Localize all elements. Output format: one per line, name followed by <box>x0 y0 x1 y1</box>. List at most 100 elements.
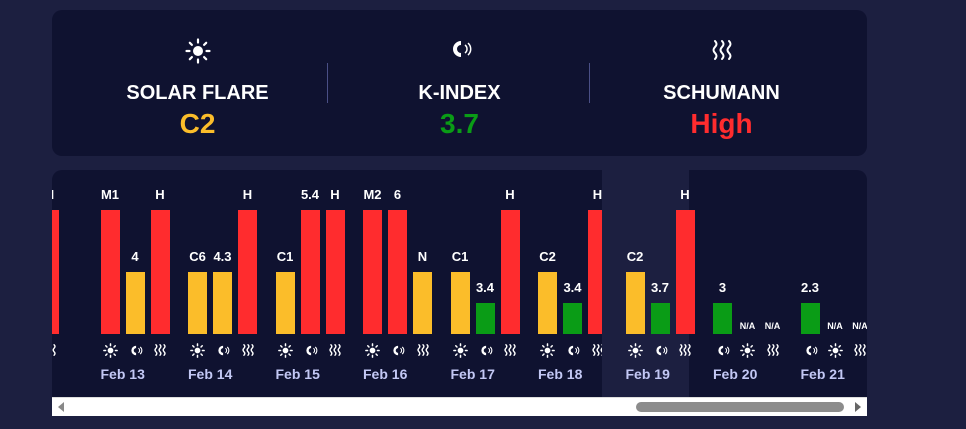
day-column: C1 3.4 H Feb 17 <box>427 170 520 397</box>
magnet-icon <box>301 343 320 357</box>
summary-divider <box>327 63 328 103</box>
bar-value-label: C1 <box>276 249 294 264</box>
bar-value-label: 4 <box>131 249 139 264</box>
summary-divider <box>589 63 590 103</box>
solar-flare-stat: SOLAR FLARE C2 <box>62 10 333 156</box>
waves-icon <box>151 343 170 357</box>
chart-bar[interactable] <box>563 303 582 334</box>
chart-bar[interactable] <box>325 210 345 334</box>
scroll-left-arrow-icon[interactable] <box>58 402 64 412</box>
summary-panel: SOLAR FLARE C2 K-INDEX 3.7 SCHUMANN <box>52 10 867 156</box>
chart-bar[interactable] <box>388 210 407 334</box>
bar-value-label: 2.3 <box>800 280 820 295</box>
chart-bar[interactable] <box>475 303 495 334</box>
magnet-icon <box>388 343 407 357</box>
chart-bar[interactable] <box>363 210 382 334</box>
bar-value-label: C1 <box>451 249 469 264</box>
day-column: M2 6 N Feb 16 <box>339 170 432 397</box>
day-date-label: Feb 16 <box>363 366 408 382</box>
sun-icon <box>276 342 295 358</box>
history-chart[interactable]: H M1 4 H Feb 13 C6 4.3 H Feb 14 C1 5.4 H Feb 15 M2 6 N F… <box>52 170 867 397</box>
day-date-label: Feb 20 <box>713 366 758 382</box>
waves-icon <box>501 343 520 357</box>
sun-icon <box>101 342 120 358</box>
chart-bar[interactable] <box>413 272 432 334</box>
bar-value-label: H <box>592 187 603 202</box>
k-index-label: K-INDEX <box>418 82 501 104</box>
chart-bar[interactable] <box>800 303 820 334</box>
day-column: 3 N/A N/A Feb 20 <box>689 170 780 397</box>
solar-flare-label: SOLAR FLARE <box>126 82 269 104</box>
bar-value-label: 6 <box>393 187 402 202</box>
waves-icon <box>586 38 857 62</box>
chart-bar[interactable] <box>625 272 645 334</box>
horizontal-scrollbar[interactable] <box>52 397 867 416</box>
bar-value-label: C2 <box>626 249 644 264</box>
day-column: C2 3.7 H Feb 19 <box>601 170 695 397</box>
sun-icon <box>626 342 645 358</box>
scroll-right-arrow-icon[interactable] <box>855 402 861 412</box>
schumann-value: High <box>690 108 753 139</box>
chart-bar[interactable] <box>213 272 232 334</box>
day-date-label: Feb 18 <box>538 366 583 382</box>
bar-value-label: 3 <box>718 280 727 295</box>
chart-bar[interactable] <box>150 210 170 334</box>
day-column: H <box>52 170 76 397</box>
sun-icon <box>62 38 333 64</box>
sun-icon <box>188 342 207 358</box>
magnet-icon <box>801 343 820 357</box>
sun-icon <box>363 342 382 358</box>
bar-value-label: H <box>505 187 515 202</box>
sun-icon <box>538 342 557 358</box>
day-column: M1 4 H Feb 13 <box>77 170 170 397</box>
chart-bar[interactable] <box>650 303 670 334</box>
bar-value-label: H <box>330 187 340 202</box>
sun-icon <box>826 342 845 358</box>
day-date-label: Feb 19 <box>625 366 670 382</box>
chart-bar[interactable] <box>500 210 520 334</box>
bar-value-label: H <box>155 187 165 202</box>
solar-flare-value: C2 <box>179 108 216 139</box>
magnet-icon <box>324 38 595 60</box>
bar-value-label: N/A <box>827 321 843 331</box>
bar-value-label: 3.4 <box>563 280 582 295</box>
bar-value-label: N/A <box>739 321 756 331</box>
day-column: 2.3 N/A N/A Feb 21 <box>777 170 867 397</box>
chart-bar[interactable] <box>125 272 145 334</box>
bar-value-label: N/A <box>764 321 781 331</box>
bar-value-label: N <box>417 249 428 264</box>
chart-bar[interactable] <box>450 272 470 334</box>
bar-value-label: N/A <box>852 321 867 331</box>
day-column: C2 3.4 H Feb 18 <box>514 170 607 397</box>
sun-icon <box>451 342 470 358</box>
chart-bar[interactable] <box>52 210 59 334</box>
magnet-icon <box>563 343 582 357</box>
magnet-icon <box>713 343 732 357</box>
waves-icon <box>52 343 59 357</box>
chart-bar[interactable] <box>675 210 695 334</box>
bar-value-label: 4.3 <box>213 249 232 264</box>
chart-bar[interactable] <box>238 210 257 334</box>
magnet-icon <box>213 343 232 357</box>
magnet-icon <box>651 343 670 357</box>
k-index-stat: K-INDEX 3.7 <box>324 10 595 156</box>
chart-bar[interactable] <box>538 272 557 334</box>
day-date-label: Feb 13 <box>100 366 145 382</box>
waves-icon <box>238 343 257 357</box>
day-column: C1 5.4 H Feb 15 <box>252 170 345 397</box>
chart-bar[interactable] <box>188 272 207 334</box>
day-date-label: Feb 14 <box>188 366 233 382</box>
chart-bar[interactable] <box>300 210 320 334</box>
schumann-stat: SCHUMANN High <box>586 10 857 156</box>
chart-bar[interactable] <box>275 272 295 334</box>
day-date-label: Feb 21 <box>800 366 845 382</box>
scrollbar-thumb[interactable] <box>636 402 844 412</box>
bar-value-label: M1 <box>100 187 120 202</box>
waves-icon <box>413 343 432 357</box>
magnet-icon <box>476 343 495 357</box>
chart-bar[interactable] <box>100 210 120 334</box>
waves-icon <box>851 343 868 357</box>
chart-bar[interactable] <box>713 303 732 334</box>
bar-value-label: H <box>52 187 65 202</box>
bar-value-label: C2 <box>539 249 556 264</box>
